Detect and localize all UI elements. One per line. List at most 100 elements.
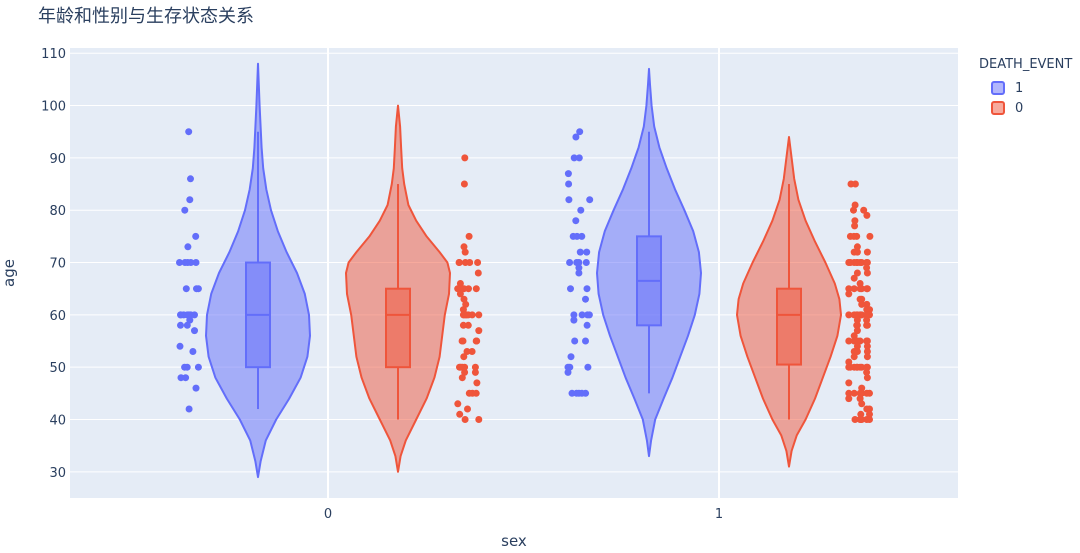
y-tick-labels: 30 40 50 60 70 80 90 100 110 bbox=[41, 47, 66, 481]
point-1-sex-0-12 bbox=[194, 285, 202, 293]
point-0-sex-0-2 bbox=[465, 232, 473, 240]
point-1-sex-0-25 bbox=[191, 327, 198, 335]
point-0-sex-0-24 bbox=[468, 311, 476, 319]
point-0-sex-1-96 bbox=[845, 395, 853, 403]
x-tick-0: 0 bbox=[324, 507, 332, 522]
point-1-sex-1-8 bbox=[577, 206, 585, 214]
legend-item-0[interactable]: 0 bbox=[991, 98, 1072, 118]
y-tick-70: 70 bbox=[49, 257, 66, 272]
y-tick-40: 40 bbox=[49, 414, 66, 429]
point-1-sex-0-27 bbox=[189, 348, 197, 355]
y-tick-100: 100 bbox=[41, 100, 66, 115]
point-0-sex-1-10 bbox=[850, 232, 858, 240]
point-0-sex-1-100 bbox=[857, 410, 865, 418]
y-tick-30: 30 bbox=[49, 466, 66, 481]
point-0-sex-1-5 bbox=[863, 211, 871, 219]
point-0-sex-1-42 bbox=[863, 306, 871, 314]
point-0-sex-1-27 bbox=[853, 269, 861, 277]
point-1-sex-1-4 bbox=[564, 170, 572, 178]
point-1-sex-1-28 bbox=[570, 316, 578, 324]
point-1-sex-1-5 bbox=[565, 180, 573, 188]
point-1-sex-0-23 bbox=[177, 321, 184, 329]
point-1-sex-1-12 bbox=[578, 232, 586, 240]
point-0-sex-0-8 bbox=[466, 259, 474, 266]
point-1-sex-1-17 bbox=[582, 259, 590, 266]
box-0-sex-1 bbox=[776, 287, 802, 366]
point-0-sex-1-59 bbox=[853, 321, 861, 329]
point-0-sex-1-39 bbox=[863, 300, 871, 308]
point-0-sex-1-66 bbox=[853, 337, 861, 345]
point-0-sex-0-48 bbox=[465, 389, 473, 397]
point-0-sex-0-10 bbox=[474, 269, 482, 277]
point-0-sex-0-13 bbox=[465, 285, 472, 293]
point-0-sex-0-29 bbox=[459, 321, 467, 329]
point-0-sex-1-11 bbox=[866, 232, 874, 240]
point-1-sex-0-3 bbox=[181, 206, 189, 214]
point-0-sex-1-101 bbox=[866, 410, 873, 418]
point-1-sex-1-22 bbox=[583, 285, 591, 293]
point-0-sex-1-4 bbox=[860, 206, 868, 214]
point-0-sex-1-84 bbox=[846, 363, 854, 371]
point-0-sex-1-33 bbox=[845, 285, 853, 293]
point-0-sex-1-73 bbox=[850, 353, 858, 361]
point-0-sex-0-17 bbox=[456, 290, 464, 298]
legend-item-1[interactable]: 1 bbox=[991, 78, 1072, 98]
point-1-sex-0-5 bbox=[184, 243, 192, 251]
point-0-sex-1-83 bbox=[853, 363, 861, 371]
point-0-sex-1-97 bbox=[858, 400, 866, 408]
point-1-sex-0-26 bbox=[176, 342, 184, 350]
point-0-sex-1-24 bbox=[846, 259, 854, 266]
y-axis-label: age bbox=[0, 259, 18, 287]
point-1-sex-0-7 bbox=[192, 259, 200, 266]
point-1-sex-1-18 bbox=[573, 259, 581, 266]
point-1-sex-1-23 bbox=[582, 295, 589, 303]
point-0-sex-0-53 bbox=[461, 416, 469, 423]
point-1-sex-0-0 bbox=[185, 128, 193, 136]
point-1-sex-0-32 bbox=[182, 374, 190, 382]
point-0-sex-1-55 bbox=[863, 316, 871, 324]
point-0-sex-1-23 bbox=[853, 259, 861, 266]
point-1-sex-1-27 bbox=[585, 311, 593, 319]
point-1-sex-1-25 bbox=[570, 311, 578, 319]
point-1-sex-0-30 bbox=[183, 363, 191, 371]
point-0-sex-0-44 bbox=[461, 368, 469, 376]
point-1-sex-0-6 bbox=[176, 259, 183, 266]
point-0-sex-1-34 bbox=[850, 285, 858, 293]
point-0-sex-1-22 bbox=[863, 259, 871, 266]
point-0-sex-0-21 bbox=[475, 311, 483, 319]
point-0-sex-0-50 bbox=[454, 400, 462, 408]
point-1-sex-1-29 bbox=[583, 321, 591, 329]
point-1-sex-0-34 bbox=[185, 405, 193, 413]
point-0-sex-0-36 bbox=[463, 348, 471, 355]
point-0-sex-1-53 bbox=[853, 311, 861, 319]
point-0-sex-0-9 bbox=[455, 259, 463, 266]
point-0-sex-1-72 bbox=[853, 348, 861, 355]
point-0-sex-1-25 bbox=[863, 264, 871, 272]
x-tick-1: 1 bbox=[715, 507, 723, 522]
point-1-sex-1-11 bbox=[573, 232, 581, 240]
point-0-sex-1-90 bbox=[863, 389, 871, 397]
point-0-sex-0-37 bbox=[460, 353, 468, 361]
point-0-sex-1-58 bbox=[863, 321, 871, 329]
point-1-sex-1-3 bbox=[575, 154, 583, 162]
point-0-sex-1-28 bbox=[850, 274, 858, 282]
point-0-sex-1-35 bbox=[863, 285, 871, 293]
point-0-sex-1-85 bbox=[863, 368, 871, 376]
point-1-sex-1-1 bbox=[572, 133, 580, 141]
point-0-sex-0-51 bbox=[464, 405, 471, 413]
grid-lines bbox=[70, 48, 958, 498]
point-0-sex-1-1 bbox=[851, 180, 859, 188]
y-tick-80: 80 bbox=[49, 204, 66, 219]
point-1-sex-1-0 bbox=[576, 128, 584, 136]
point-0-sex-1-32 bbox=[856, 285, 864, 293]
point-1-sex-1-31 bbox=[582, 337, 589, 345]
point-1-sex-0-24 bbox=[183, 321, 191, 329]
point-1-sex-0-13 bbox=[182, 285, 190, 293]
y-tick-110: 110 bbox=[41, 47, 66, 62]
point-0-sex-1-40 bbox=[858, 300, 866, 308]
point-1-sex-1-30 bbox=[571, 337, 579, 345]
point-0-sex-1-36 bbox=[845, 290, 853, 298]
legend-title: DEATH_EVENT bbox=[979, 57, 1073, 72]
point-0-sex-0-46 bbox=[473, 379, 481, 387]
